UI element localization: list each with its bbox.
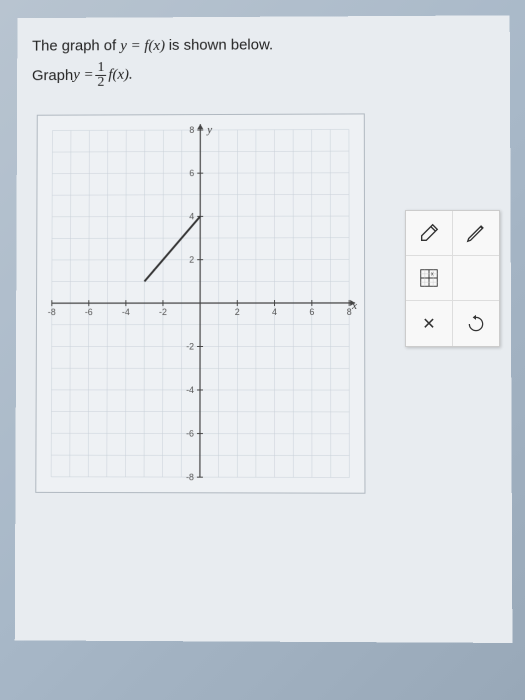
- tool-row-2: x: [406, 256, 499, 301]
- svg-text:-4: -4: [186, 385, 194, 395]
- svg-text:-4: -4: [122, 307, 130, 317]
- text-prefix: The graph of: [32, 37, 120, 54]
- equation-2-lhs: y =: [73, 67, 93, 84]
- svg-text:-6: -6: [85, 307, 93, 317]
- svg-text:6: 6: [309, 307, 314, 317]
- y-axis-label: y: [206, 124, 212, 136]
- grid-icon: x: [418, 267, 440, 289]
- grid-tool-button[interactable]: x: [406, 256, 452, 300]
- pen-icon: [465, 222, 487, 244]
- svg-text:-6: -6: [186, 428, 194, 438]
- svg-text:8: 8: [347, 307, 352, 317]
- svg-text:8: 8: [189, 125, 194, 135]
- svg-text:6: 6: [189, 168, 194, 178]
- graph-prefix: Graph: [32, 67, 73, 84]
- close-icon: ✕: [422, 314, 435, 334]
- text-suffix: is shown below.: [169, 36, 273, 53]
- x-axis-label: x: [351, 300, 357, 312]
- svg-text:-8: -8: [186, 472, 194, 482]
- svg-text:4: 4: [272, 307, 277, 317]
- equation-2-rhs: f(x).: [108, 67, 132, 84]
- equation-1: y = f(x): [120, 38, 168, 54]
- svg-text:2: 2: [189, 255, 194, 265]
- eraser-icon: [418, 222, 440, 244]
- svg-text:4: 4: [189, 211, 194, 221]
- question-line-1: The graph of y = f(x) is shown below.: [32, 35, 495, 55]
- tool-row-1: [406, 211, 499, 256]
- toolbox-panel: x ✕: [405, 210, 500, 347]
- svg-text:2: 2: [235, 307, 240, 317]
- coordinate-grid[interactable]: -8 -6 -4 -2 2 4 6 8 -8 -6 -4 -2 2 4 6 8 y x: [35, 113, 365, 493]
- reset-icon: [466, 314, 486, 334]
- reset-button[interactable]: [452, 301, 499, 346]
- svg-text:x: x: [431, 271, 434, 277]
- pen-button[interactable]: [452, 211, 499, 255]
- empty-cell: [452, 256, 499, 300]
- eraser-button[interactable]: [406, 211, 452, 255]
- close-button[interactable]: ✕: [406, 301, 452, 346]
- fraction-numerator: 1: [95, 61, 106, 76]
- svg-text:-2: -2: [186, 341, 194, 351]
- question-line-2: Graph y = 1 2 f(x).: [32, 59, 495, 90]
- tool-row-3: ✕: [406, 301, 499, 346]
- fraction-denominator: 2: [95, 76, 106, 90]
- svg-text:-2: -2: [159, 307, 167, 317]
- graph-svg: -8 -6 -4 -2 2 4 6 8 -8 -6 -4 -2 2 4 6 8 y x: [36, 114, 364, 492]
- fraction: 1 2: [95, 61, 106, 90]
- svg-text:-8: -8: [48, 307, 56, 317]
